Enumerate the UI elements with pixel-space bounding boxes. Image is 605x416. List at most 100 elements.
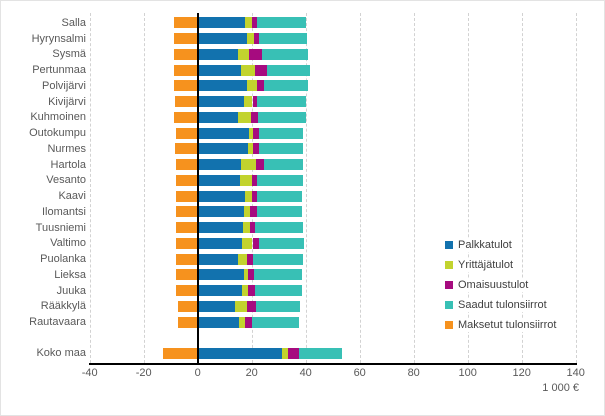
bar-segment-maksetut-tulonsiirrot bbox=[178, 300, 198, 312]
category-label-salla: Salla bbox=[61, 16, 86, 29]
bar-segment-saadut-tulonsiirrot bbox=[253, 253, 304, 265]
bar-segment-palkkatulot bbox=[197, 285, 242, 297]
bar-segment-maksetut-tulonsiirrot bbox=[173, 64, 198, 76]
bar-segment-palkkatulot bbox=[197, 206, 245, 218]
legend-item-yritt-j-tulot: Yrittäjätulot bbox=[445, 258, 514, 272]
bar-segment-palkkatulot bbox=[197, 17, 245, 29]
bar-segment-yritt-j-tulot bbox=[244, 96, 253, 108]
bar-segment-omaisuustulot bbox=[248, 285, 256, 297]
bar-segment-yritt-j-tulot bbox=[243, 222, 251, 234]
bar-segment-palkkatulot bbox=[197, 127, 250, 139]
legend-swatch-saadut-tulonsiirrot bbox=[445, 301, 453, 309]
bar-segment-saadut-tulonsiirrot bbox=[254, 269, 302, 281]
bar-segment-saadut-tulonsiirrot bbox=[258, 33, 307, 45]
bar-segment-omaisuustulot bbox=[248, 269, 255, 281]
bar-segment-yritt-j-tulot bbox=[244, 269, 249, 281]
bar-segment-palkkatulot bbox=[197, 33, 247, 45]
bar-segment-yritt-j-tulot bbox=[241, 285, 249, 297]
bar-segment-saadut-tulonsiirrot bbox=[266, 64, 311, 76]
bar-segment-maksetut-tulonsiirrot bbox=[173, 17, 198, 29]
legend-item-saadut-tulonsiirrot: Saadut tulonsiirrot bbox=[445, 298, 547, 312]
bar-segment-saadut-tulonsiirrot bbox=[256, 190, 303, 202]
category-label-juuka: Juuka bbox=[56, 284, 86, 297]
legend-swatch-maksetut-tulonsiirrot bbox=[445, 321, 453, 329]
bar-segment-palkkatulot bbox=[197, 64, 241, 76]
gridline-x--20 bbox=[143, 13, 145, 363]
legend-item-omaisuustulot: Omaisuustulot bbox=[445, 278, 529, 292]
category-label-lieksa: Lieksa bbox=[54, 268, 86, 281]
bar-segment-omaisuustulot bbox=[256, 159, 265, 171]
bar-segment-palkkatulot bbox=[197, 253, 239, 265]
bar-segment-saadut-tulonsiirrot bbox=[255, 285, 303, 297]
bar-segment-saadut-tulonsiirrot bbox=[264, 80, 308, 92]
x-tick-label: -20 bbox=[135, 367, 152, 379]
legend-label: Maksetut tulonsiirrot bbox=[458, 319, 557, 331]
bar-segment-yritt-j-tulot bbox=[240, 159, 256, 171]
bar-segment-saadut-tulonsiirrot bbox=[255, 300, 301, 312]
bar-segment-maksetut-tulonsiirrot bbox=[175, 237, 198, 249]
bar-segment-maksetut-tulonsiirrot bbox=[173, 33, 198, 45]
gridline-x--40 bbox=[89, 13, 91, 363]
gridline-x-140 bbox=[575, 13, 577, 363]
category-label-valtimo: Valtimo bbox=[50, 237, 86, 250]
bar-segment-omaisuustulot bbox=[288, 347, 300, 359]
bar-segment-maksetut-tulonsiirrot bbox=[173, 111, 198, 123]
bar-segment-saadut-tulonsiirrot bbox=[257, 111, 307, 123]
bar-segment-palkkatulot bbox=[197, 111, 239, 123]
bar-segment-yritt-j-tulot bbox=[244, 206, 251, 218]
bar-segment-maksetut-tulonsiirrot bbox=[175, 159, 198, 171]
legend-swatch-palkkatulot bbox=[445, 241, 453, 249]
bar-segment-yritt-j-tulot bbox=[234, 300, 247, 312]
bar-segment-saadut-tulonsiirrot bbox=[264, 159, 304, 171]
gridline-x-40 bbox=[305, 13, 307, 363]
category-label-outokumpu: Outokumpu bbox=[29, 127, 86, 140]
category-label-tuusniemi: Tuusniemi bbox=[35, 221, 86, 234]
bar-segment-palkkatulot bbox=[197, 48, 239, 60]
category-label-sysm-: Sysmä bbox=[52, 48, 86, 61]
bar-segment-palkkatulot bbox=[197, 80, 248, 92]
bar-segment-palkkatulot bbox=[197, 347, 282, 359]
bar-segment-yritt-j-tulot bbox=[281, 347, 289, 359]
zero-axis-line bbox=[196, 13, 199, 363]
category-label-kivij-rvi: Kivijärvi bbox=[48, 95, 86, 108]
legend-label: Saadut tulonsiirrot bbox=[458, 299, 547, 311]
bar-segment-omaisuustulot bbox=[250, 222, 256, 234]
bar-segment-saadut-tulonsiirrot bbox=[256, 96, 306, 108]
x-axis-line bbox=[88, 363, 577, 365]
bar-segment-omaisuustulot bbox=[251, 190, 257, 202]
x-tick-label: 60 bbox=[353, 367, 366, 379]
x-tick-label: 120 bbox=[512, 367, 531, 379]
category-label-hyrynsalmi: Hyrynsalmi bbox=[31, 32, 86, 45]
bar-segment-omaisuustulot bbox=[246, 253, 254, 265]
legend-label: Yrittäjätulot bbox=[458, 259, 514, 271]
x-tick-label: 80 bbox=[407, 367, 420, 379]
bar-segment-maksetut-tulonsiirrot bbox=[173, 80, 198, 92]
bar-segment-palkkatulot bbox=[197, 96, 245, 108]
bar-segment-omaisuustulot bbox=[251, 174, 257, 186]
category-label-kaavi: Kaavi bbox=[58, 190, 86, 203]
bar-segment-maksetut-tulonsiirrot bbox=[176, 127, 198, 139]
bar-segment-palkkatulot bbox=[197, 174, 240, 186]
bar-segment-yritt-j-tulot bbox=[238, 48, 250, 60]
bar-segment-maksetut-tulonsiirrot bbox=[175, 206, 198, 218]
gridline-x-80 bbox=[413, 13, 415, 363]
x-tick-label: 140 bbox=[566, 367, 585, 379]
bar-segment-yritt-j-tulot bbox=[238, 111, 251, 123]
legend-item-palkkatulot: Palkkatulot bbox=[445, 238, 512, 252]
bar-segment-saadut-tulonsiirrot bbox=[251, 316, 300, 328]
bar-segment-palkkatulot bbox=[197, 159, 241, 171]
bar-segment-palkkatulot bbox=[197, 237, 242, 249]
bar-segment-maksetut-tulonsiirrot bbox=[175, 285, 198, 297]
bar-segment-yritt-j-tulot bbox=[246, 33, 254, 45]
bar-segment-maksetut-tulonsiirrot bbox=[175, 253, 198, 265]
bar-segment-saadut-tulonsiirrot bbox=[258, 143, 304, 155]
x-tick-label: 40 bbox=[299, 367, 312, 379]
category-label-vesanto: Vesanto bbox=[46, 174, 86, 187]
bar-segment-omaisuustulot bbox=[253, 33, 259, 45]
bar-segment-yritt-j-tulot bbox=[249, 127, 254, 139]
bar-segment-omaisuustulot bbox=[252, 96, 257, 108]
bar-segment-omaisuustulot bbox=[251, 17, 257, 29]
category-label-pertunmaa: Pertunmaa bbox=[32, 64, 86, 77]
x-tick-label: 0 bbox=[194, 367, 201, 379]
